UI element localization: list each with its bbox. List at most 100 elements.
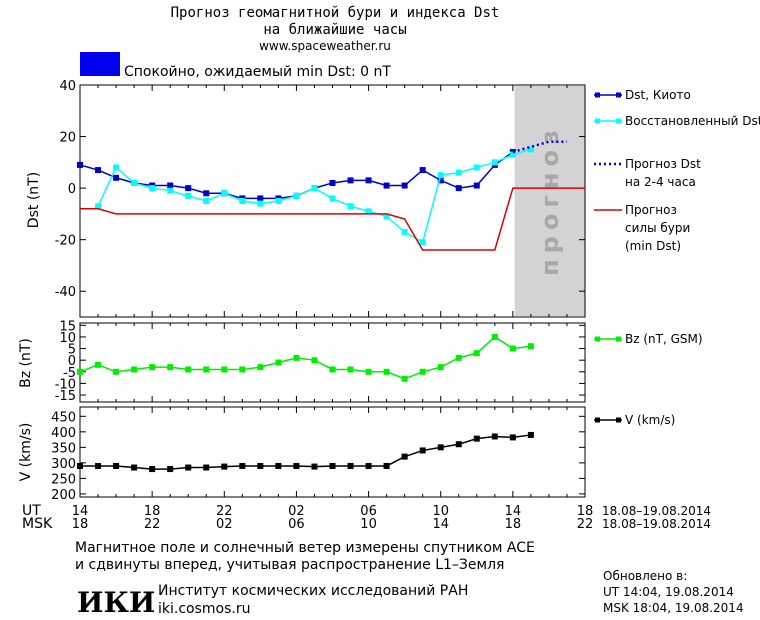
data-point	[77, 368, 83, 375]
series-1-0	[77, 333, 534, 382]
data-point	[257, 462, 264, 469]
msk-tick-label: 14	[432, 517, 449, 532]
forecast-band-label: прогноз	[536, 124, 564, 276]
data-point	[437, 444, 444, 451]
legend-marker	[595, 118, 600, 124]
series-line	[512, 140, 567, 154]
data-point	[491, 333, 498, 340]
plot-layer: -40-2002040-15-10-5051015200250300350400…	[51, 79, 586, 503]
data-point	[185, 185, 192, 192]
series-0-2	[512, 140, 567, 154]
y-tick-label: 10	[59, 331, 76, 346]
data-point	[509, 434, 516, 441]
y-tick-label: 5	[68, 343, 76, 358]
y-tick-label: 450	[51, 410, 76, 425]
data-point	[329, 366, 336, 373]
y-tick-label: 0	[68, 354, 76, 369]
data-point	[203, 366, 210, 373]
msk-tick-label: 22	[577, 517, 594, 532]
data-point	[293, 354, 300, 361]
msk-tick-label: 22	[144, 517, 161, 532]
data-point	[185, 192, 192, 199]
msk-tick-label: 18	[72, 517, 89, 532]
series-0-3	[80, 187, 585, 251]
legend-marker	[595, 92, 600, 98]
legend-marker	[595, 417, 600, 423]
msk-row-label: MSK	[22, 516, 53, 532]
data-point	[473, 182, 480, 189]
data-point	[419, 368, 426, 375]
data-point	[95, 462, 102, 469]
data-point	[473, 435, 480, 442]
data-point	[239, 198, 246, 204]
msk-tick-label: 06	[288, 517, 305, 532]
data-point	[131, 179, 138, 186]
data-point	[437, 172, 444, 179]
data-point	[491, 433, 498, 440]
title-line-1: Прогноз геомагнитной бури и индекса Dst	[171, 5, 500, 21]
data-point	[437, 364, 444, 371]
msk-tick-label: 18	[505, 517, 522, 532]
series-line	[79, 335, 531, 380]
data-point	[203, 464, 210, 471]
data-point	[149, 466, 156, 473]
data-point	[347, 462, 354, 469]
series-line	[80, 187, 585, 251]
ut-date-range: 18.08–19.08.2014	[602, 504, 711, 518]
msk-tick-label: 02	[216, 517, 233, 532]
data-point	[167, 466, 174, 473]
data-point	[473, 350, 480, 357]
data-point	[473, 164, 480, 171]
y-tick-label: -15	[55, 389, 76, 404]
data-point	[365, 368, 372, 375]
data-point	[239, 462, 246, 469]
ut-tick-label: 18	[144, 504, 161, 519]
footer-note-line-2: и сдвинуты вперед, учитывая распростране…	[75, 557, 504, 573]
data-point	[149, 364, 156, 371]
data-point	[113, 164, 120, 171]
data-point	[365, 177, 372, 184]
data-point	[509, 151, 516, 158]
v-panel-frame	[79, 406, 586, 498]
y-tick-label: -10	[55, 377, 76, 392]
data-point	[95, 361, 102, 368]
data-point	[113, 174, 120, 181]
y-tick-label: 350	[51, 441, 76, 456]
msk-tick-label: 10	[360, 517, 377, 532]
data-point	[221, 190, 228, 197]
legend-marker	[616, 417, 621, 423]
data-point	[455, 185, 462, 192]
data-point	[401, 375, 408, 382]
y-tick-label: 400	[51, 426, 76, 441]
series-line	[97, 148, 532, 244]
bz-panel-frame	[79, 322, 586, 403]
data-point	[77, 161, 83, 168]
data-point	[239, 366, 246, 373]
y-tick-label: 200	[51, 488, 76, 503]
data-point	[455, 169, 462, 176]
data-point	[149, 185, 156, 192]
legend-label: Прогноз силы бури (min Dst)	[625, 203, 690, 253]
data-point	[311, 185, 318, 192]
data-point	[275, 359, 282, 366]
institute-name: Институт космических исследований РАН	[158, 583, 468, 599]
data-point	[365, 208, 372, 215]
data-point	[95, 203, 102, 210]
legend-marker	[595, 336, 600, 342]
data-point	[491, 159, 498, 166]
legend-label: Прогноз Dst на 2-4 часа	[625, 157, 701, 189]
data-point	[527, 146, 534, 153]
ut-tick-label: 10	[432, 504, 449, 519]
y-tick-label: 0	[68, 182, 76, 197]
data-point	[401, 453, 408, 460]
source-url: www.spaceweather.ru	[259, 39, 391, 53]
data-point	[257, 195, 264, 202]
y-tick-label: 20	[59, 131, 76, 146]
ut-tick-label: 06	[360, 504, 377, 519]
y-tick-label: -20	[55, 234, 76, 249]
data-point	[383, 462, 390, 469]
y-tick-label: 40	[59, 79, 76, 94]
data-point	[77, 462, 83, 469]
